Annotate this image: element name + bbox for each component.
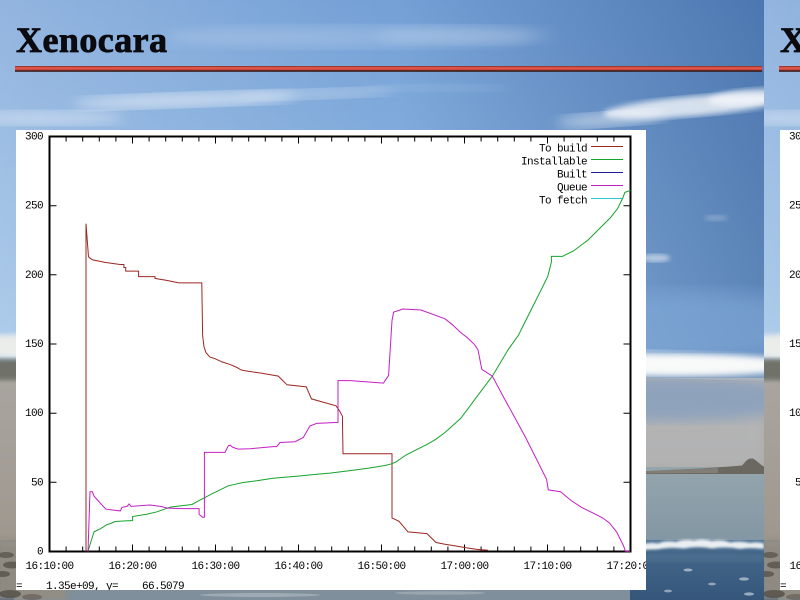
svg-text:Installable: Installable xyxy=(521,157,587,169)
svg-text:To build: To build xyxy=(539,144,587,156)
svg-text:Queue: Queue xyxy=(557,183,587,195)
svg-text:66.5079: 66.5079 xyxy=(142,581,184,590)
svg-text:16:10:00: 16:10:00 xyxy=(25,561,73,573)
svg-text:300: 300 xyxy=(789,132,800,144)
svg-text:250: 250 xyxy=(789,201,800,213)
svg-text:17:10:00: 17:10:00 xyxy=(523,561,571,573)
svg-text:50: 50 xyxy=(31,477,43,489)
svg-text:17:20:00: 17:20:00 xyxy=(606,561,646,573)
svg-text:16:30:00: 16:30:00 xyxy=(191,561,239,573)
svg-text:17:00:00: 17:00:00 xyxy=(440,561,488,573)
svg-text:=: = xyxy=(780,581,786,590)
svg-text:Built: Built xyxy=(557,170,587,182)
svg-text:250: 250 xyxy=(25,201,43,213)
svg-text:16:10:00: 16:10:00 xyxy=(789,561,800,573)
svg-text:200: 200 xyxy=(25,270,43,282)
svg-text:150: 150 xyxy=(789,339,800,351)
svg-text:16:40:00: 16:40:00 xyxy=(274,561,322,573)
svg-text:0: 0 xyxy=(37,547,43,559)
svg-text:To fetch: To fetch xyxy=(539,196,587,208)
svg-text:1.35e+09, y=: 1.35e+09, y= xyxy=(46,581,118,590)
svg-text:16:20:00: 16:20:00 xyxy=(108,561,156,573)
svg-text:16:50:00: 16:50:00 xyxy=(357,561,405,573)
svg-text:300: 300 xyxy=(25,132,43,144)
svg-text:200: 200 xyxy=(789,270,800,282)
svg-text:50: 50 xyxy=(795,477,800,489)
svg-text:=: = xyxy=(16,581,22,590)
svg-text:150: 150 xyxy=(25,339,43,351)
svg-text:100: 100 xyxy=(789,408,800,420)
svg-text:100: 100 xyxy=(25,408,43,420)
